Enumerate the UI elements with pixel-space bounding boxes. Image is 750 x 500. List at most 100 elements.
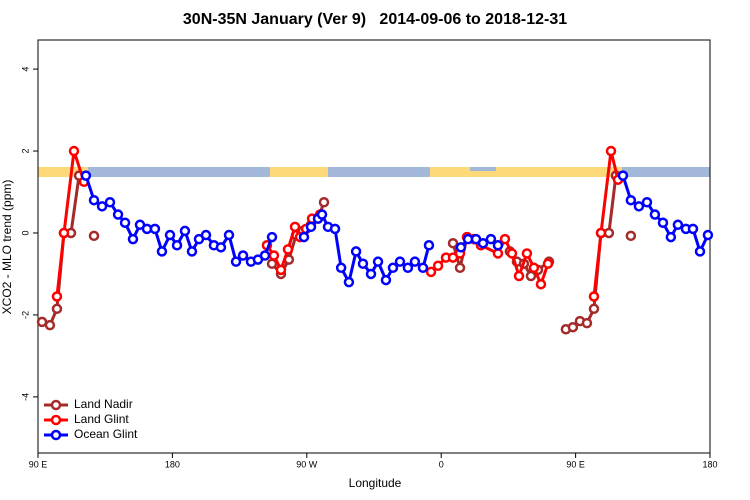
legend-label: Land Nadir: [74, 397, 133, 411]
data-point: [104, 197, 116, 208]
data-point: [372, 256, 384, 267]
y-tick-label: -4: [20, 393, 30, 401]
data-point: [513, 270, 525, 282]
legend-swatch: [50, 414, 62, 426]
data-point: [485, 233, 497, 245]
x-tick-label: 90 E: [566, 459, 585, 469]
data-point: [44, 319, 56, 331]
legend-swatch: [50, 399, 62, 411]
data-point: [657, 217, 669, 228]
x-tick-label: 90 W: [296, 459, 318, 469]
data-point: [633, 201, 645, 212]
data-point: [402, 262, 414, 274]
data-point: [525, 270, 537, 282]
data-point: [477, 237, 489, 249]
data-point: [365, 268, 377, 280]
data-point: [665, 231, 677, 243]
data-point: [119, 217, 131, 228]
data-point: [595, 227, 607, 239]
data-point: [318, 197, 330, 208]
data-point: [625, 230, 637, 242]
data-point: [357, 258, 369, 269]
data-point: [672, 219, 684, 231]
y-tick-label: 4: [20, 67, 30, 72]
data-point: [156, 246, 168, 257]
data-point: [289, 221, 301, 233]
data-point: [223, 229, 235, 241]
data-point: [499, 233, 511, 245]
data-point: [423, 240, 435, 251]
data-point: [542, 258, 554, 269]
data-point: [687, 223, 699, 235]
legend-label: Ocean Glint: [74, 427, 138, 441]
data-point: [617, 170, 629, 181]
data-point: [80, 170, 92, 181]
data-point: [343, 276, 355, 288]
data-point: [266, 231, 278, 243]
data-point: [425, 266, 437, 278]
data-point: [588, 291, 600, 302]
x-tick-label: 0: [439, 459, 444, 469]
data-point: [88, 230, 100, 242]
data-point: [417, 262, 429, 274]
data-point: [112, 209, 124, 220]
data-point: [492, 248, 504, 259]
y-tick-label: 0: [20, 230, 30, 235]
data-point: [447, 237, 459, 249]
y-tick-label: -2: [20, 311, 30, 319]
data-point: [432, 260, 444, 272]
data-point: [88, 194, 100, 206]
data-point: [275, 264, 287, 276]
y-axis-label: XCO2 - MLO trend (ppm): [0, 180, 14, 315]
data-point: [237, 250, 249, 261]
data-point: [127, 233, 139, 245]
data-point: [268, 250, 280, 261]
x-tick-label: 180: [702, 459, 717, 469]
data-point: [51, 291, 63, 302]
data-point: [649, 209, 661, 220]
data-point: [380, 274, 392, 286]
data-point: [58, 227, 70, 239]
y-tick-label: 2: [20, 149, 30, 154]
data-point: [266, 258, 278, 269]
x-axis-label: Longitude: [349, 476, 402, 490]
data-point: [259, 250, 271, 261]
plot-frame: [37, 39, 711, 454]
data-point: [215, 242, 227, 253]
data-point: [521, 248, 533, 259]
x-tick-label: 90 E: [29, 459, 48, 469]
data-point: [454, 262, 466, 274]
data-point: [394, 256, 406, 267]
data-point: [305, 221, 317, 233]
data-point: [588, 303, 600, 315]
data-point: [694, 246, 706, 257]
chart-title: 30N-35N January (Ver 9) 2014-09-06 to 20…: [183, 11, 567, 28]
data-point: [528, 262, 540, 274]
data-point: [171, 240, 183, 251]
data-point: [164, 229, 176, 241]
data-point: [387, 262, 399, 274]
data-point: [350, 246, 362, 257]
data-point: [605, 145, 617, 157]
data-point: [625, 194, 637, 206]
data-point: [68, 145, 80, 157]
surface-band: [38, 167, 710, 177]
data-point: [581, 317, 593, 329]
data-point: [506, 248, 518, 259]
data-point: [409, 256, 421, 267]
data-point: [282, 244, 294, 255]
data-point: [641, 197, 653, 208]
legend-label: Land Glint: [74, 412, 129, 426]
data-point: [96, 201, 108, 212]
data-point: [298, 231, 310, 243]
data-point: [335, 262, 347, 274]
data-point: [230, 256, 242, 267]
data-point: [535, 278, 547, 290]
data-point: [186, 246, 198, 257]
data-point: [492, 240, 504, 251]
data-point: [329, 223, 341, 235]
series-line: [42, 176, 631, 330]
data-point: [455, 242, 467, 253]
legend-swatch: [50, 429, 62, 441]
